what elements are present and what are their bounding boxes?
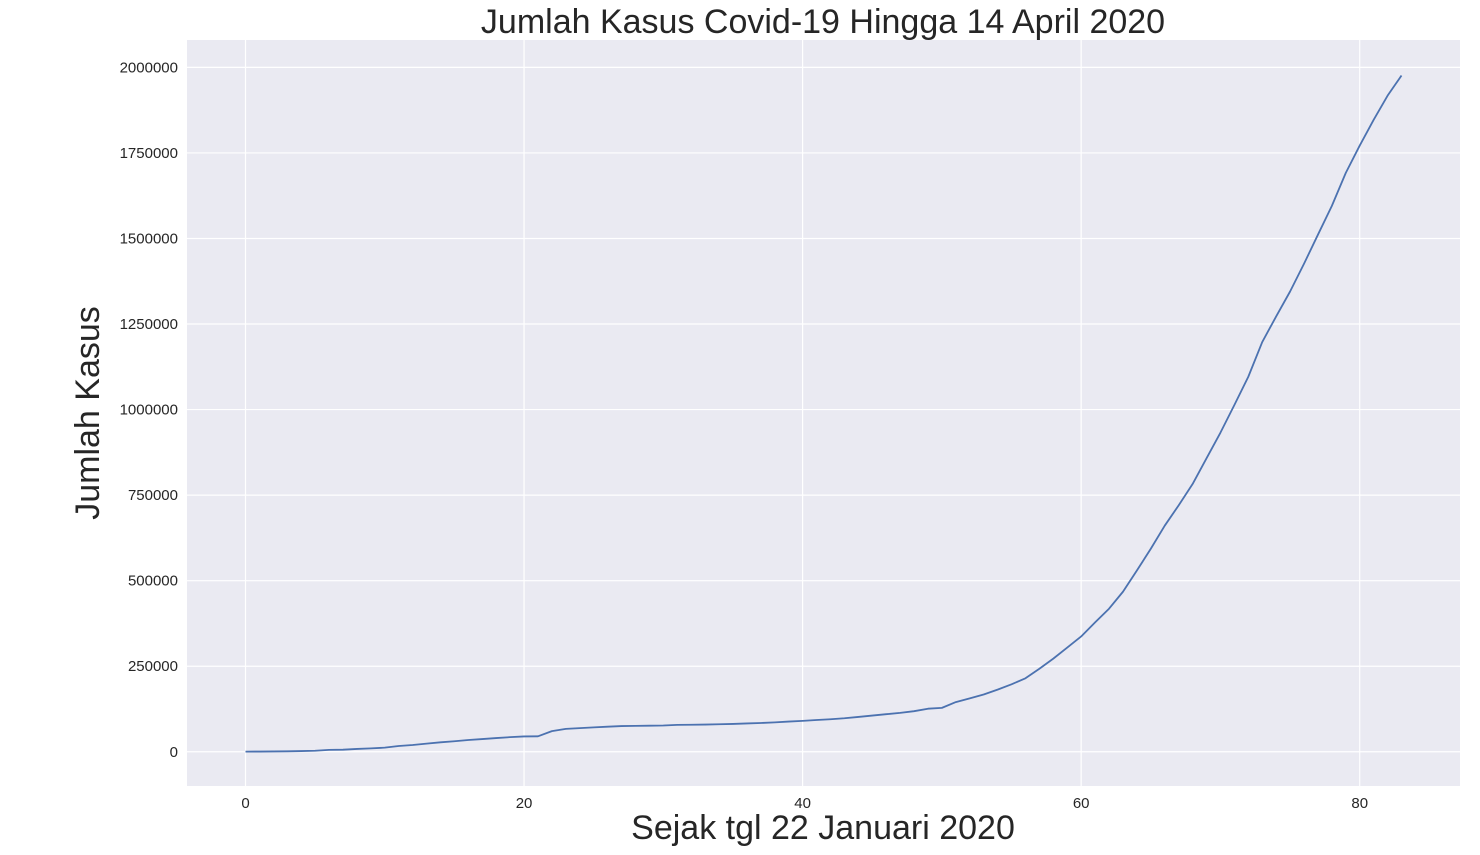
y-tick-label: 750000: [128, 487, 178, 504]
x-tick-label: 20: [516, 795, 533, 812]
x-tick-label: 80: [1351, 795, 1368, 812]
y-axis-label: Jumlah Kasus: [69, 306, 107, 520]
y-tick-labels: 0 250000 500000 750000 1000000 1250000 1500000…: [120, 59, 178, 760]
x-tick-label: 60: [1073, 795, 1090, 812]
x-axis-label: Sejak tgl 22 Januari 2020: [631, 809, 1015, 847]
y-tick-label: 0: [170, 744, 178, 761]
grid-lines: [187, 40, 1460, 786]
plot-area: [187, 40, 1460, 786]
series-line: [245, 75, 1403, 753]
y-tick-label: 250000: [128, 658, 178, 675]
x-tick-label: 40: [794, 795, 811, 812]
series-layer: [245, 75, 1403, 753]
y-tick-label: 1500000: [120, 230, 178, 247]
y-tick-label: 500000: [128, 573, 178, 590]
y-tick-label: 1250000: [120, 316, 178, 333]
x-tick-label: 0: [241, 795, 249, 812]
y-tick-label: 1000000: [120, 402, 178, 419]
y-tick-label: 1750000: [120, 145, 178, 162]
chart-title: Jumlah Kasus Covid-19 Hingga 14 April 20…: [481, 3, 1165, 41]
x-tick-labels: 0 20 40 60 80: [241, 795, 1368, 812]
y-tick-label: 2000000: [120, 59, 178, 76]
